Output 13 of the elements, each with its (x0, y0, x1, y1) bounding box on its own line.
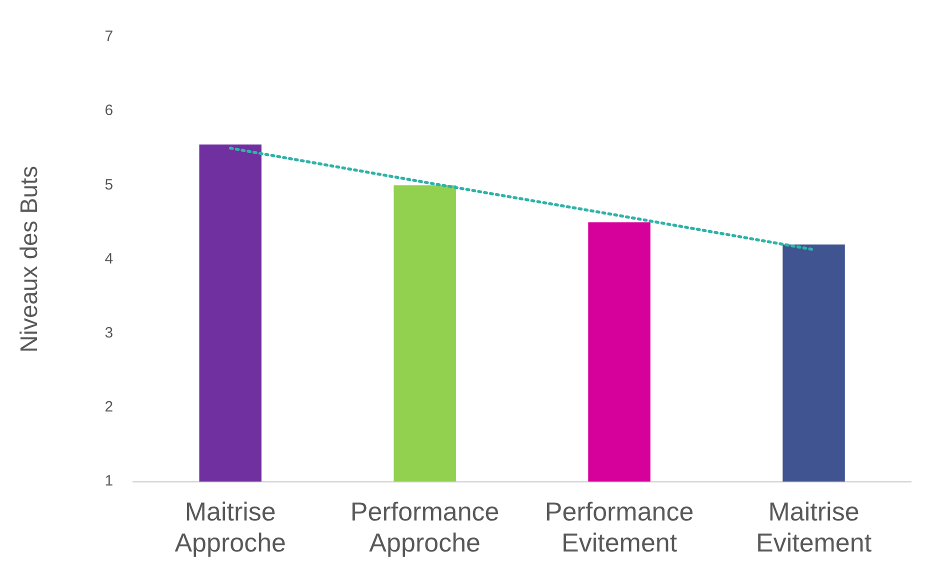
x-tick-label: Maitrise Approche (174, 496, 286, 558)
y-tick-label: 3 (104, 324, 114, 342)
y-tick-label: 5 (104, 176, 114, 194)
x-tick-label: Performance Evitement (544, 496, 694, 558)
y-tick-label: 6 (104, 102, 114, 120)
x-tick-label: Performance Approche (350, 496, 500, 558)
y-tick-label: 7 (104, 28, 114, 46)
y-axis-title: Niveaux des Buts (16, 166, 44, 353)
x-tick-label: Maitrise Evitement (756, 496, 872, 558)
y-tick-label: 1 (104, 472, 114, 490)
line-series (228, 146, 816, 252)
y-tick-label: 2 (104, 398, 114, 416)
y-tick-label: 4 (104, 250, 114, 268)
